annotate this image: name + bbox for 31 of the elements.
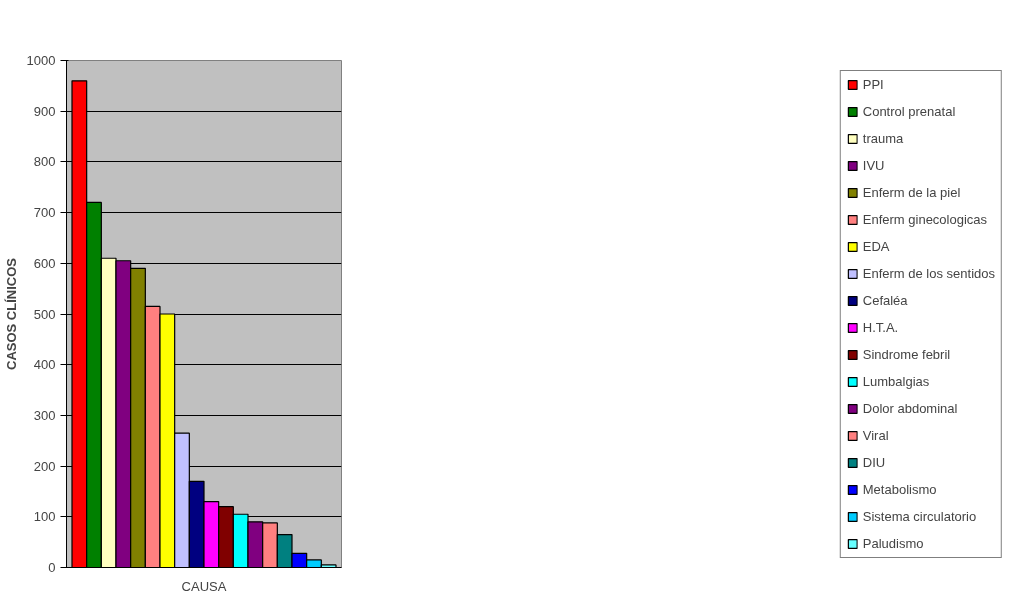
legend-label: PPI — [862, 77, 884, 92]
legend-label: Paludismo — [862, 536, 924, 551]
y-tick-label: 500 — [33, 306, 56, 322]
y-tick-label: 800 — [33, 154, 56, 170]
y-tick-label: 900 — [33, 103, 56, 119]
legend-label: H.T.A. — [862, 320, 899, 335]
legend-label: IVU — [862, 158, 885, 173]
legend-label: Enferm de los sentidos — [862, 266, 995, 281]
legend-label: trauma — [862, 131, 904, 146]
legend-label: Viral — [862, 428, 889, 443]
legend-label: Control prenatal — [862, 104, 956, 119]
legend-label: Lumbalgias — [862, 374, 930, 389]
y-tick-label: 400 — [33, 357, 56, 373]
legend-label: DIU — [862, 455, 886, 470]
legend-label: Enferm de la piel — [862, 185, 961, 200]
y-tick-label: 700 — [33, 205, 56, 221]
y-tick-label: 100 — [33, 509, 56, 525]
y-tick-label: 200 — [33, 458, 56, 474]
legend-label: Dolor abdominal — [862, 401, 958, 416]
x-tick-label: CAUSA — [181, 578, 227, 594]
y-tick-label: 0 — [48, 560, 56, 575]
legend-label: Metabolismo — [862, 482, 937, 497]
legend-label: EDA — [862, 239, 890, 254]
y-tick-label: 600 — [33, 255, 56, 271]
legend-label: Cefaléa — [862, 293, 908, 308]
y-axis-title: CASOS CLÍNICOS — [3, 257, 19, 370]
legend-label: Sindrome febril — [862, 347, 951, 362]
y-tick-label: 300 — [33, 407, 56, 423]
y-tick-label: 1000 — [26, 53, 56, 68]
legend-label: Enferm ginecologicas — [862, 212, 988, 227]
legend-label: Sistema circulatorio — [862, 509, 977, 524]
